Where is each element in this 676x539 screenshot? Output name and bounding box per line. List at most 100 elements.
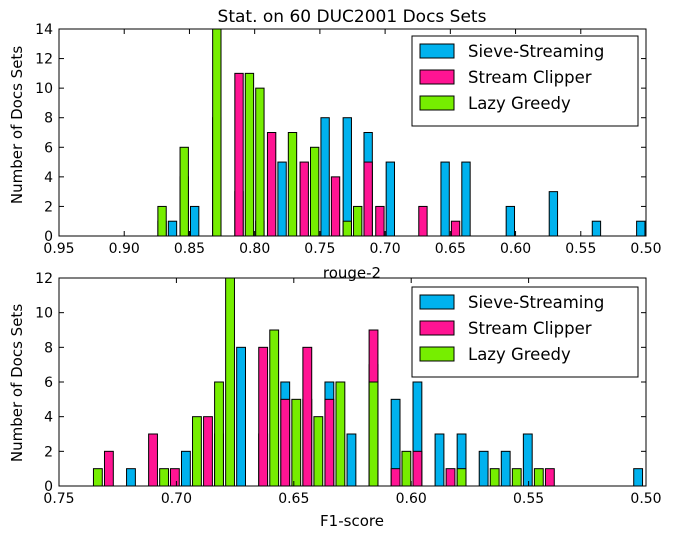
x-tick-label: 0.90: [109, 241, 140, 257]
bar-sieve-streaming: [591, 220, 602, 237]
bars: [92, 277, 644, 487]
y-tick-label: 12: [35, 52, 53, 68]
x-tick-label: 0.55: [565, 241, 596, 257]
bar-lazy-greedy: [401, 450, 412, 487]
bar-lazy-greedy: [342, 220, 352, 237]
bar-sieve-streaming: [126, 468, 136, 487]
bar-stream-clipper: [418, 205, 428, 237]
bar-stream-clipper: [302, 346, 313, 487]
legend-swatch: [419, 294, 455, 310]
x-axis-label: F1-score: [320, 512, 384, 530]
legend: Sieve-Streaming Stream Clipper Lazy Greedy: [411, 286, 639, 378]
bar-stream-clipper: [169, 468, 180, 487]
bar-sieve-streaming: [342, 117, 352, 237]
bar-lazy-greedy: [353, 205, 363, 237]
y-tick-label: 10: [35, 81, 53, 97]
y-tick-label: 12: [35, 271, 53, 287]
legend-label: Stream Clipper: [468, 68, 592, 87]
y-tick-label: 0: [44, 479, 53, 495]
bar-sieve-streaming: [522, 433, 533, 487]
y-tick-label: 10: [35, 306, 53, 322]
legend-swatch: [419, 95, 455, 111]
bar-sieve-streaming: [277, 161, 287, 237]
y-tick-label: 4: [44, 170, 53, 186]
bar-lazy-greedy: [511, 468, 522, 487]
legend-swatch: [419, 320, 455, 336]
bar-stream-clipper: [234, 72, 244, 237]
y-tick-label: 6: [44, 140, 53, 156]
bar-stream-clipper: [103, 450, 114, 487]
bar-sieve-streaming: [500, 450, 511, 487]
legend-label: Sieve-Streaming: [468, 293, 604, 312]
x-axis-label: rouge-2: [323, 264, 381, 282]
bar-sieve-streaming: [548, 191, 559, 237]
x-tick-label: 0.70: [370, 241, 401, 257]
bar-sieve-streaming: [181, 450, 191, 487]
x-tick-label: 0.70: [161, 491, 192, 507]
legend-label: Sieve-Streaming: [468, 42, 604, 61]
y-tick-label: 4: [44, 410, 53, 426]
bar-lazy-greedy: [157, 205, 167, 237]
bar-stream-clipper: [299, 161, 309, 237]
bar-lazy-greedy: [92, 468, 103, 487]
bar-lazy-greedy: [287, 132, 298, 237]
bar-lazy-greedy: [255, 87, 265, 237]
bar-stream-clipper: [324, 398, 335, 487]
x-tick-label: 0.60: [500, 241, 531, 257]
y-axis-label: Number of Docs Sets: [8, 304, 26, 462]
bar-stream-clipper: [375, 205, 385, 237]
rouge2-chart: Stat. on 60 DUC2001 Docs Sets Number of …: [8, 7, 662, 282]
bar-sieve-streaming: [385, 161, 395, 237]
bar-sieve-streaming: [346, 433, 357, 487]
y-tick-label: 14: [35, 22, 53, 38]
legend-swatch: [419, 69, 455, 85]
legend-label: Stream Clipper: [468, 319, 592, 338]
bar-lazy-greedy: [214, 381, 224, 487]
bar-sieve-streaming: [633, 468, 644, 487]
x-tick-label: 0.60: [396, 491, 427, 507]
bar-lazy-greedy: [212, 28, 222, 237]
ticks: 0.75 0.70 0.65 0.60 0.55 0.50 0 2 4 6 8 10 12: [35, 271, 661, 507]
bar-lazy-greedy: [192, 416, 202, 487]
bar-sieve-streaming: [478, 450, 489, 487]
bar-stream-clipper: [544, 468, 555, 487]
bar-lazy-greedy: [159, 468, 169, 487]
y-tick-label: 8: [44, 111, 53, 127]
x-tick-label: 0.95: [43, 241, 74, 257]
y-axis-label: Number of Docs Sets: [8, 46, 26, 204]
x-tick-label: 0.85: [174, 241, 205, 257]
bar-stream-clipper: [330, 176, 341, 237]
bar-stream-clipper: [450, 220, 461, 237]
bar-sieve-streaming: [636, 220, 646, 237]
bar-sieve-streaming: [505, 205, 516, 237]
legend: Sieve-Streaming Stream Clipper Lazy Greedy: [411, 35, 639, 127]
bar-sieve-streaming: [320, 117, 330, 237]
bar-sieve-streaming: [236, 346, 246, 487]
x-tick-label: 0.75: [304, 241, 335, 257]
bar-lazy-greedy: [310, 146, 320, 237]
bar-lazy-greedy: [456, 468, 467, 487]
bar-stream-clipper: [258, 346, 269, 487]
bar-stream-clipper: [363, 161, 373, 237]
x-tick-label: 0.55: [513, 491, 544, 507]
bar-lazy-greedy: [244, 72, 255, 237]
bar-lazy-greedy: [269, 329, 280, 487]
bar-lazy-greedy: [179, 146, 189, 237]
bar-lazy-greedy: [291, 398, 302, 487]
x-tick-label: 0.50: [630, 491, 661, 507]
bar-lazy-greedy: [489, 468, 500, 487]
bar-sieve-streaming: [440, 161, 450, 237]
y-tick-label: 6: [44, 375, 53, 391]
bar-stream-clipper: [280, 398, 291, 487]
legend-label: Lazy Greedy: [468, 345, 571, 364]
bar-stream-clipper: [390, 468, 401, 487]
x-tick-label: 0.80: [239, 241, 270, 257]
bar-stream-clipper: [203, 416, 213, 487]
f1-chart: Number of Docs Sets F1-score 0.75 0.70 0.6…: [8, 271, 662, 530]
y-tick-label: 0: [44, 229, 53, 245]
y-tick-label: 2: [44, 444, 53, 460]
bar-lazy-greedy: [313, 416, 324, 487]
chart-title: Stat. on 60 DUC2001 Docs Sets: [218, 7, 487, 27]
bar-sieve-streaming: [434, 433, 445, 487]
